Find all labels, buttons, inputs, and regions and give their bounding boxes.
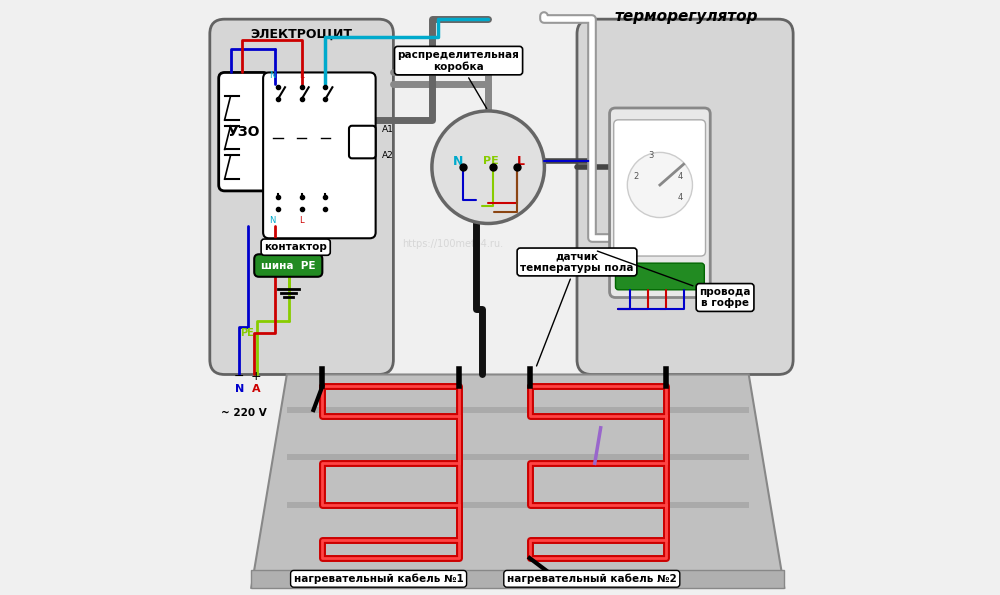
Text: A1: A1	[382, 126, 393, 134]
FancyBboxPatch shape	[615, 263, 704, 290]
Polygon shape	[287, 455, 749, 461]
Text: L: L	[299, 71, 304, 80]
Text: L: L	[517, 155, 525, 168]
Polygon shape	[251, 570, 784, 588]
Polygon shape	[287, 502, 749, 508]
FancyBboxPatch shape	[254, 254, 322, 277]
Text: A2: A2	[382, 151, 393, 160]
Circle shape	[432, 111, 544, 224]
Text: контактор: контактор	[264, 242, 327, 252]
Text: L: L	[299, 217, 304, 226]
Text: датчик
температуры пола: датчик температуры пола	[520, 251, 634, 366]
Text: N: N	[235, 384, 244, 394]
Text: шина  РЕ: шина РЕ	[261, 261, 316, 271]
Text: провода
в гофре: провода в гофре	[597, 251, 751, 308]
Text: N: N	[269, 71, 275, 80]
Text: терморегулятор: терморегулятор	[615, 9, 758, 24]
Text: 2: 2	[634, 172, 639, 181]
Text: ЭЛЕКТРОЩИТ: ЭЛЕКТРОЩИТ	[251, 27, 353, 40]
Text: 4: 4	[678, 172, 683, 181]
FancyBboxPatch shape	[210, 19, 393, 374]
Text: PE: PE	[483, 156, 499, 166]
FancyBboxPatch shape	[577, 19, 793, 374]
FancyBboxPatch shape	[614, 120, 706, 256]
Text: нагревательный кабель №1: нагревательный кабель №1	[294, 574, 463, 584]
FancyBboxPatch shape	[263, 73, 376, 238]
FancyBboxPatch shape	[610, 108, 710, 298]
Text: A: A	[252, 384, 260, 394]
Text: нагревательный кабель №2: нагревательный кабель №2	[507, 574, 677, 584]
Text: УЗО: УЗО	[228, 125, 260, 139]
Text: ~ 220 V: ~ 220 V	[221, 408, 267, 418]
Text: −: −	[234, 371, 245, 383]
Text: РЕ: РЕ	[240, 328, 254, 338]
Polygon shape	[251, 374, 784, 588]
Text: распределительная
коробка: распределительная коробка	[398, 49, 519, 108]
Text: +: +	[251, 371, 261, 383]
Text: N: N	[453, 155, 464, 168]
Text: N: N	[269, 217, 275, 226]
Text: https://100meto4.ru.: https://100meto4.ru.	[402, 239, 503, 249]
FancyBboxPatch shape	[219, 73, 269, 191]
Text: 3: 3	[648, 151, 654, 160]
FancyBboxPatch shape	[349, 126, 376, 158]
Polygon shape	[287, 407, 749, 413]
Text: 4: 4	[678, 193, 683, 202]
Circle shape	[627, 152, 692, 218]
